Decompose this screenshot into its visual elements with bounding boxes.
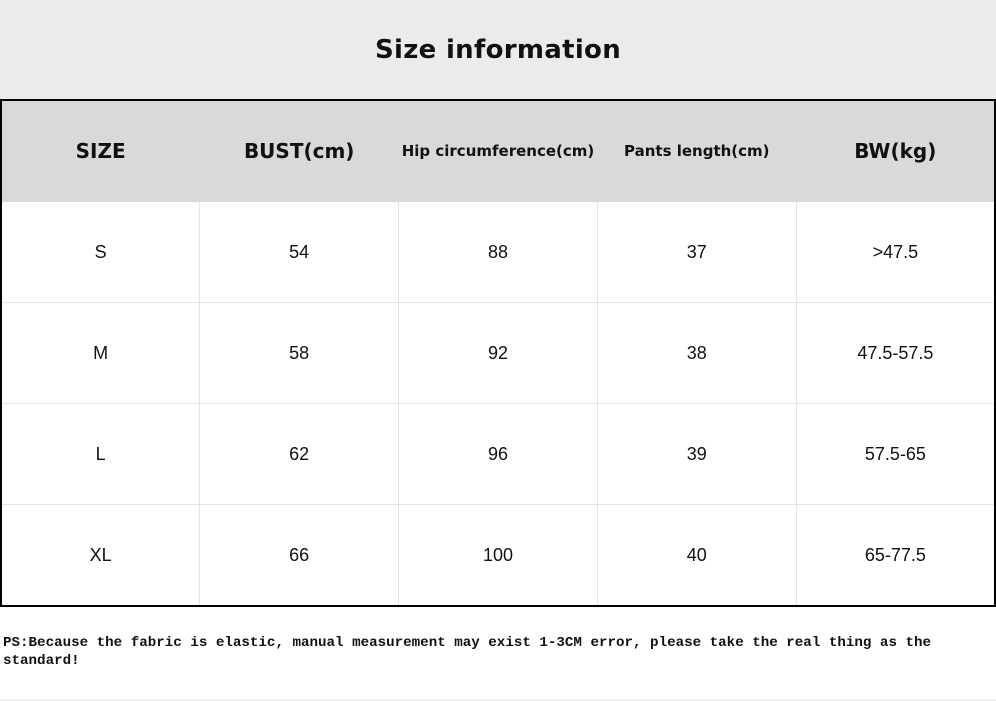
cell-pants-length: 39 <box>596 403 797 505</box>
cell-size: M <box>0 302 201 404</box>
cell-bw: 47.5-57.5 <box>795 302 996 404</box>
table-header-row: SIZE BUST(cm) Hip circumference(cm) Pant… <box>0 99 996 202</box>
table-row: XL 66 100 40 65-77.5 <box>0 504 996 607</box>
header-hip: Hip circumference(cm) <box>398 99 598 202</box>
cell-hip: 100 <box>398 504 598 607</box>
divider <box>0 699 996 701</box>
cell-size: L <box>0 403 201 505</box>
header-bust: BUST(cm) <box>199 99 400 202</box>
cell-hip: 88 <box>398 201 598 303</box>
header-pants-length: Pants length(cm) <box>596 99 797 202</box>
table-row: L 62 96 39 57.5-65 <box>0 403 996 505</box>
cell-size: XL <box>0 504 201 607</box>
cell-pants-length: 37 <box>596 201 797 303</box>
size-table: SIZE BUST(cm) Hip circumference(cm) Pant… <box>0 99 996 607</box>
cell-bw: 65-77.5 <box>795 504 996 607</box>
cell-bust: 66 <box>199 504 400 607</box>
cell-bust: 62 <box>199 403 400 505</box>
cell-bust: 54 <box>199 201 400 303</box>
cell-hip: 92 <box>398 302 598 404</box>
table-row: M 58 92 38 47.5-57.5 <box>0 302 996 404</box>
cell-bw: >47.5 <box>795 201 996 303</box>
cell-pants-length: 38 <box>596 302 797 404</box>
cell-pants-length: 40 <box>596 504 797 607</box>
cell-bust: 58 <box>199 302 400 404</box>
table-row: S 54 88 37 >47.5 <box>0 201 996 303</box>
page-title: Size information <box>374 34 622 65</box>
header-bw: BW(kg) <box>795 99 996 202</box>
header-size: SIZE <box>0 99 201 202</box>
cell-hip: 96 <box>398 403 598 505</box>
cell-size: S <box>0 201 201 303</box>
title-band: Size information <box>0 0 996 99</box>
measurement-note: PS:Because the fabric is elastic, manual… <box>3 635 932 669</box>
cell-bw: 57.5-65 <box>795 403 996 505</box>
